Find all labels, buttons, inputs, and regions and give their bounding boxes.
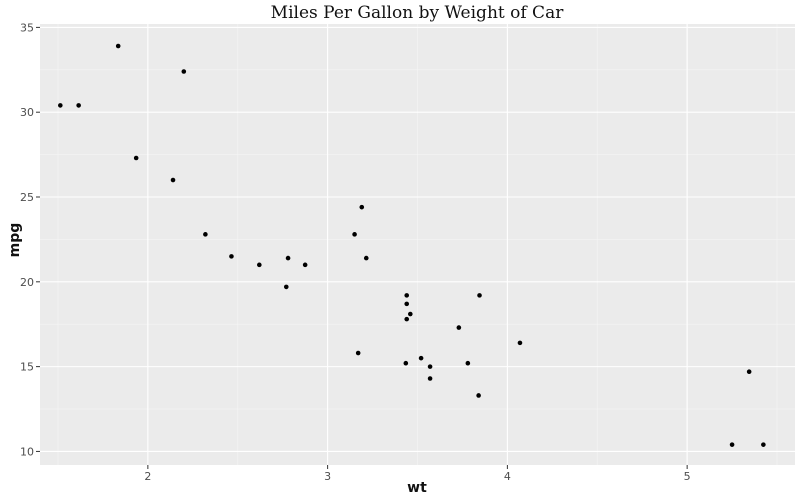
data-point — [363, 255, 369, 261]
data-point — [408, 311, 413, 317]
data-point — [115, 43, 121, 49]
x-tick-label: 2 — [144, 470, 151, 483]
y-tick-label: 20 — [20, 276, 34, 289]
data-point — [58, 103, 63, 108]
y-tick-label: 10 — [20, 445, 34, 458]
data-point — [427, 364, 433, 369]
data-point — [229, 254, 234, 259]
x-tick-label: 5 — [684, 470, 691, 483]
y-tick-label: 30 — [20, 106, 34, 119]
data-point — [352, 232, 357, 237]
data-point — [181, 69, 187, 74]
data-point — [203, 232, 208, 237]
y-tick-label: 25 — [20, 191, 34, 204]
data-point — [257, 262, 262, 268]
data-point — [517, 340, 523, 346]
data-point — [302, 262, 308, 268]
data-point — [283, 284, 289, 290]
data-points — [58, 43, 766, 447]
data-point — [355, 350, 361, 356]
major-gridlines — [40, 24, 795, 465]
x-axis: 2 3 4 5 — [144, 465, 691, 483]
x-tick-label: 4 — [504, 470, 511, 483]
data-point — [477, 293, 482, 298]
data-point — [456, 325, 462, 330]
data-point — [404, 316, 410, 322]
data-point — [729, 442, 735, 447]
x-axis-title: wt — [407, 480, 427, 496]
data-point — [465, 360, 471, 366]
data-point — [170, 177, 176, 183]
data-point — [476, 393, 481, 398]
data-point — [404, 293, 410, 298]
data-point — [76, 103, 81, 108]
data-point — [427, 376, 433, 381]
data-point — [761, 442, 766, 447]
x-tick-label: 3 — [324, 470, 331, 483]
y-axis: 10 15 20 25 30 35 — [20, 21, 40, 458]
y-tick-label: 15 — [20, 361, 34, 374]
data-point — [418, 355, 424, 361]
data-point — [746, 369, 752, 375]
data-point — [133, 155, 139, 161]
data-point — [404, 301, 410, 307]
data-point — [359, 204, 365, 210]
chart-title: Miles Per Gallon by Weight of Car — [271, 3, 565, 23]
data-point — [285, 255, 291, 261]
data-point — [403, 360, 409, 366]
y-axis-title: mpg — [7, 223, 23, 258]
y-tick-label: 35 — [20, 21, 34, 34]
minor-gridlines — [40, 24, 795, 465]
